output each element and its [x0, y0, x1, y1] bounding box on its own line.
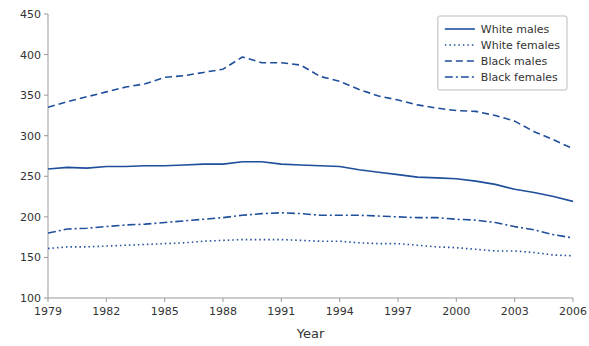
y-tick-label: 200	[20, 211, 41, 224]
y-tick-label: 250	[20, 170, 41, 183]
legend-label: Black males	[481, 55, 548, 68]
x-axis-label: Year	[296, 326, 325, 341]
y-tick	[44, 216, 48, 217]
chart-container: 100 150 200 250 300 350 400 450 1979 1982 1985 1988…	[0, 0, 589, 346]
x-tick	[48, 298, 49, 302]
x-tick-label: 1979	[34, 305, 62, 318]
y-tick-label: 350	[20, 89, 41, 102]
y-tick	[44, 135, 48, 136]
series-line	[48, 162, 573, 202]
legend-swatch	[445, 28, 475, 30]
x-tick-label: 2000	[442, 305, 470, 318]
x-tick	[398, 298, 399, 302]
y-tick-label: 400	[20, 49, 41, 62]
x-tick-label: 1994	[326, 305, 354, 318]
legend-label: White males	[481, 23, 550, 36]
x-tick	[573, 298, 574, 302]
y-tick-label: 450	[20, 8, 41, 21]
legend-label: Black females	[481, 71, 558, 84]
y-tick	[44, 95, 48, 96]
x-axis-line	[48, 298, 573, 299]
chart-svg: 100 150 200 250 300 350 400 450 1979 1982 1985 1988…	[0, 0, 589, 346]
series-line	[48, 213, 573, 238]
x-tick-label: 1997	[384, 305, 412, 318]
y-tick-label: 150	[20, 251, 41, 264]
y-tick-label: 300	[20, 130, 41, 143]
legend: White males White females Black males Black…	[438, 16, 567, 90]
x-tick-label: 1988	[209, 305, 237, 318]
y-axis-line	[48, 14, 49, 298]
y-tick	[44, 257, 48, 258]
y-tick	[44, 14, 48, 15]
x-tick	[456, 298, 457, 302]
x-tick-label: 1982	[92, 305, 120, 318]
x-tick-label: 1985	[151, 305, 179, 318]
y-tick-label: 100	[20, 292, 41, 305]
x-tick	[281, 298, 282, 302]
x-tick	[164, 298, 165, 302]
series-line	[48, 240, 573, 256]
y-tick	[44, 54, 48, 55]
x-tick	[339, 298, 340, 302]
series-line	[48, 57, 573, 149]
legend-swatch	[445, 76, 475, 78]
legend-label: White females	[481, 39, 560, 52]
x-tick	[223, 298, 224, 302]
x-tick-label: 2003	[501, 305, 529, 318]
x-tick	[106, 298, 107, 302]
y-tick	[44, 298, 48, 299]
legend-swatch	[445, 60, 475, 62]
legend-swatch	[445, 44, 475, 46]
x-tick-label: 1991	[267, 305, 295, 318]
x-tick	[514, 298, 515, 302]
x-tick-label: 2006	[559, 305, 587, 318]
legend-box	[438, 16, 567, 90]
y-tick	[44, 176, 48, 177]
